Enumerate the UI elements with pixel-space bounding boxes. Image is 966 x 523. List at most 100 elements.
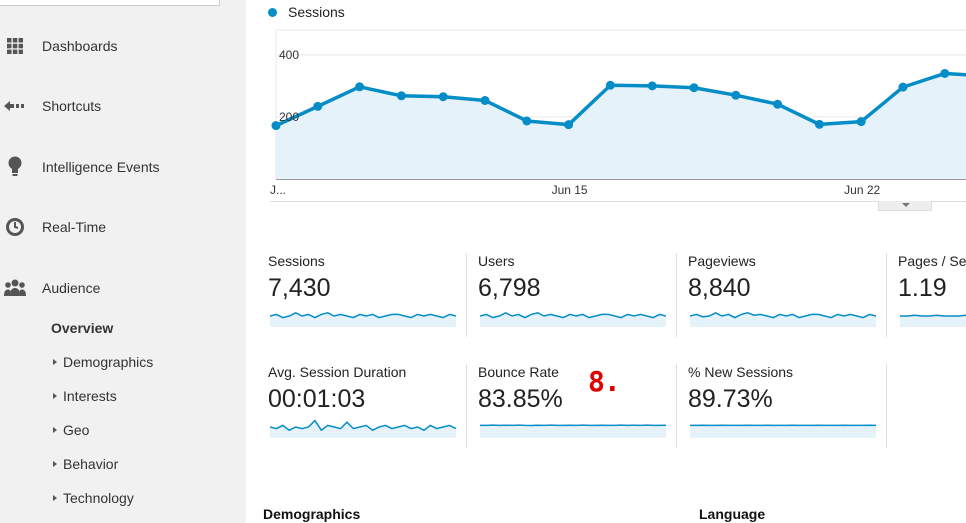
data-point (313, 101, 323, 111)
metric-label: Avg. Session Duration (268, 364, 407, 380)
sidebar-item-label: Intelligence Events (42, 159, 160, 175)
metric-new-sessions[interactable]: % New Sessions 89.73% (688, 364, 888, 444)
data-point (564, 120, 574, 130)
data-point (271, 121, 281, 131)
metric-value: 8,840 (688, 274, 751, 302)
metric-pageviews[interactable]: Pageviews 8,840 (688, 253, 888, 333)
caret-right-icon (53, 495, 57, 501)
sparkline-line (690, 311, 876, 319)
caret-right-icon (53, 461, 57, 467)
chart-legend[interactable]: Sessions (268, 4, 345, 20)
data-point (355, 82, 365, 92)
sparkline-area (270, 312, 456, 327)
metric-value: 1.19 (898, 274, 947, 302)
data-point (731, 90, 741, 100)
main-content: Sessions 400 200 J... Jun 15 Jun 22 Sessions… (246, 0, 966, 523)
metric-value: 7,430 (268, 274, 331, 302)
dashboards-grid-icon (4, 35, 26, 57)
data-point (773, 99, 783, 109)
y-tick-label: 400 (279, 48, 299, 62)
sidebar-item-label: Geo (63, 422, 90, 438)
metric-value: 83.85% (478, 385, 563, 413)
metric-sparkline (270, 311, 456, 327)
section-title-demographics: Demographics (263, 506, 361, 522)
sidebar-item-shortcuts[interactable]: Shortcuts (0, 91, 246, 121)
sparkline-line (270, 419, 456, 432)
y-tick-label: 200 (279, 110, 299, 124)
metric-bounce-rate[interactable]: Bounce Rate 83.85% (478, 364, 678, 444)
data-point (814, 119, 824, 129)
data-point (396, 91, 406, 101)
area-fill (276, 73, 966, 179)
legend-label: Sessions (288, 4, 345, 20)
sparkline-area (900, 315, 966, 327)
section-title-language: Language (699, 506, 766, 522)
sidebar-item-overview[interactable]: Overview (51, 320, 114, 336)
sidebar-item-technology[interactable]: Technology (51, 490, 134, 506)
metric-sparkline (270, 419, 456, 438)
metric-value: 6,798 (478, 274, 541, 302)
sparkline-line (270, 311, 456, 319)
data-point (689, 83, 699, 93)
people-icon (4, 277, 26, 299)
metric-label: % New Sessions (688, 364, 794, 380)
sidebar-item-audience[interactable]: Audience (0, 273, 246, 303)
metric-avg-session-duration[interactable]: Avg. Session Duration 00:01:03 (268, 364, 468, 444)
sparkline-area (690, 425, 876, 438)
sidebar-item-behavior[interactable]: Behavior (51, 456, 118, 472)
sidebar-item-dashboards[interactable]: Dashboards (0, 31, 246, 61)
sparkline-line (900, 314, 966, 317)
divider (466, 253, 467, 337)
sparkline-area (270, 420, 456, 438)
sidebar-item-intelligence-events[interactable]: Intelligence Events (0, 152, 246, 182)
divider (676, 364, 677, 448)
sidebar-item-interests[interactable]: Interests (51, 388, 117, 404)
lightbulb-icon (4, 156, 26, 178)
metric-sparkline (690, 311, 876, 327)
sidebar-item-label: Demographics (63, 354, 154, 370)
metric-value: 89.73% (688, 385, 773, 413)
shortcuts-arrow-icon (4, 95, 26, 117)
metric-sparkline (480, 424, 666, 438)
data-point (647, 81, 657, 91)
x-tick-label: Jun 22 (844, 183, 880, 197)
annotation-marker: 8. (588, 365, 621, 398)
metric-pages-per-session[interactable]: Pages / Se 1.19 (898, 253, 966, 333)
sidebar-item-demographics[interactable]: Demographics (51, 354, 153, 370)
search-input[interactable] (0, 0, 220, 6)
sparkline-area (690, 312, 876, 327)
metric-users[interactable]: Users 6,798 (478, 253, 678, 333)
metric-value: 00:01:03 (268, 385, 366, 413)
metric-label: Sessions (268, 253, 325, 269)
sidebar-item-label: Behavior (63, 456, 119, 472)
data-point (605, 80, 615, 90)
sparkline-area (480, 425, 666, 438)
metric-label: Pageviews (688, 253, 756, 269)
sidebar-item-label: Interests (63, 388, 117, 404)
sparkline-line (480, 311, 666, 319)
divider (886, 364, 887, 448)
x-tick-label: Jun 15 (552, 183, 588, 197)
data-point (522, 116, 532, 126)
x-tick-label: J... (270, 183, 286, 197)
legend-dot-icon (268, 7, 277, 17)
metric-label: Bounce Rate (478, 364, 559, 380)
sidebar-item-label: Real-Time (42, 219, 107, 235)
data-point (856, 117, 866, 127)
data-point (480, 95, 490, 105)
sidebar-item-geo[interactable]: Geo (51, 422, 89, 438)
sidebar-item-label: Audience (42, 280, 101, 296)
divider (886, 253, 887, 337)
metric-sparkline (900, 314, 966, 327)
caret-right-icon (53, 359, 57, 365)
data-point (438, 92, 448, 102)
data-point (940, 68, 950, 78)
sidebar: Dashboards Shortcuts Intelligence Events (0, 0, 246, 523)
sessions-chart[interactable]: 400 200 J... Jun 15 Jun 22 (246, 0, 966, 200)
metric-label: Users (478, 253, 515, 269)
metric-sessions[interactable]: Sessions 7,430 (268, 253, 468, 333)
sidebar-item-real-time[interactable]: Real-Time (0, 212, 246, 242)
metric-label: Pages / Se (898, 253, 966, 269)
chart-collapse-handle[interactable] (878, 201, 932, 211)
